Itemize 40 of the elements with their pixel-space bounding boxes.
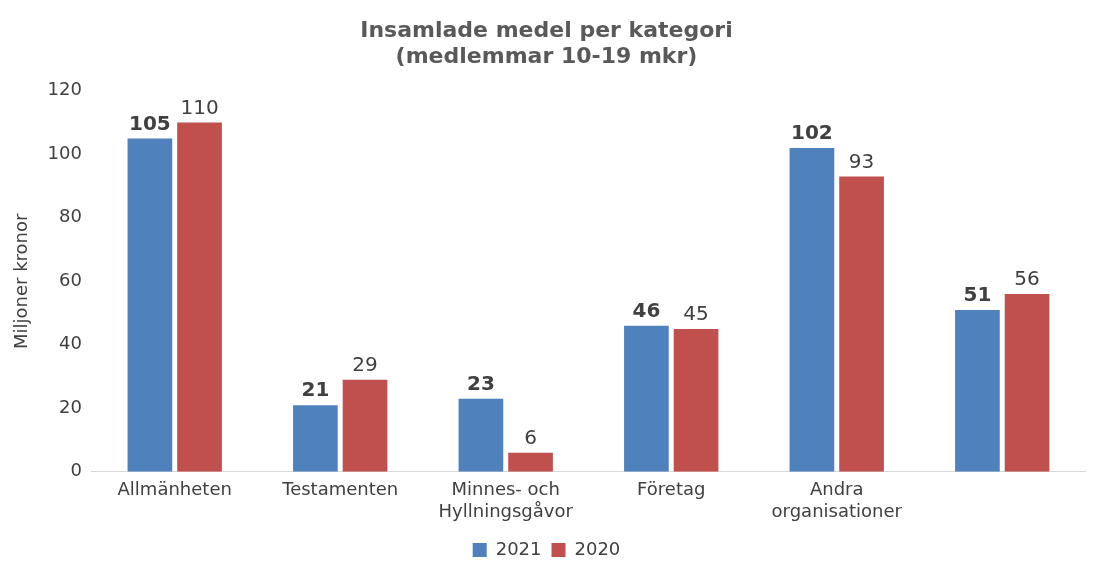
y-tick-label: 0 [70,459,82,481]
bar [839,176,884,472]
x-tick-label: Allmänheten [117,478,232,500]
bar [673,328,719,472]
bar [955,309,1000,472]
data-label: 110 [180,94,219,119]
data-label: 56 [1014,266,1040,291]
legend-label: 2021 [495,537,542,559]
x-tick-label: Testamenten [281,478,399,500]
data-label: 6 [524,424,537,449]
data-label: 46 [632,297,661,322]
data-label: 21 [301,377,330,402]
x-tick-label: Minnes- och Hyllningsgåvor [438,478,574,521]
data-label: 51 [963,282,992,307]
bar [624,325,669,472]
data-label: 102 [791,120,833,145]
y-tick-label: 100 [47,141,82,163]
x-tick-label: Andra organisationer [771,478,903,521]
y-tick-label: 20 [59,395,82,417]
y-tick-label: 60 [59,268,82,290]
y-tick-label: 80 [59,205,82,227]
data-label: 105 [129,110,171,135]
data-label: 29 [352,351,378,376]
y-axis-title: Miljoner kronor [10,213,32,350]
y-tick-label: 120 [47,78,82,100]
data-label: 45 [683,301,709,326]
data-label: 23 [466,370,495,395]
x-tick-label: Företag [637,478,706,500]
bar [127,138,173,472]
bar [177,122,222,472]
legend-label: 2020 [574,537,621,559]
y-tick-label: 40 [59,332,82,354]
data-label: 93 [848,148,875,173]
bar [458,398,504,472]
bar [293,405,338,472]
bar [342,379,388,472]
bar [789,147,835,472]
chart-title: Insamlade medel per kategori (medlemmar 10-19 mkr) [360,16,733,69]
bar [508,452,553,472]
bar [1004,294,1050,472]
